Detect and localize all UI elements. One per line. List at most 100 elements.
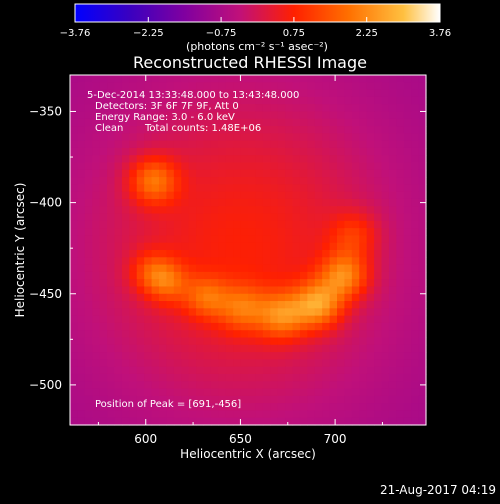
heatmap-cell: [285, 388, 294, 397]
heatmap-cell: [262, 395, 271, 404]
heatmap-cell: [166, 104, 175, 113]
heatmap-cell: [151, 184, 160, 193]
heatmap-cell: [144, 111, 153, 120]
heatmap-cell: [84, 169, 93, 178]
heatmap-cell: [388, 126, 397, 134]
heatmap-cell: [129, 235, 138, 244]
heatmap-cell: [129, 410, 138, 419]
heatmap-cell: [196, 410, 205, 419]
heatmap-cell: [129, 162, 138, 171]
heatmap-cell: [203, 366, 212, 375]
heatmap-cell: [359, 242, 368, 251]
heatmap-cell: [403, 315, 412, 324]
heatmap-cell: [70, 75, 79, 83]
heatmap-cell: [99, 279, 108, 288]
heatmap-cell: [359, 213, 368, 222]
heatmap-cell: [388, 286, 397, 295]
heatmap-cell: [366, 344, 375, 353]
heatmap-cell: [107, 293, 116, 302]
heatmap-cell: [107, 286, 116, 295]
heatmap-cell: [121, 184, 130, 193]
heatmap-cell: [181, 126, 190, 134]
heatmap-cell: [210, 337, 219, 346]
heatmap-cell: [403, 381, 412, 390]
heatmap-cell: [77, 279, 86, 288]
heatmap-cell: [366, 330, 375, 339]
heatmap-cell: [411, 213, 420, 222]
heatmap-cell: [129, 315, 138, 324]
heatmap-cell: [329, 395, 338, 404]
heatmap-cell: [366, 126, 375, 134]
heatmap-cell: [329, 118, 338, 127]
heatmap-cell: [359, 177, 368, 185]
heatmap-cell: [218, 133, 227, 142]
heatmap-cell: [129, 242, 138, 251]
heatmap-cell: [225, 184, 234, 193]
heatmap-cell: [248, 140, 257, 149]
heatmap-cell: [322, 235, 331, 244]
heatmap-cell: [292, 133, 301, 142]
heatmap-cell: [418, 206, 427, 215]
heatmap-cell: [396, 133, 405, 142]
heatmap-cell: [292, 169, 301, 178]
heatmap-cell: [70, 169, 79, 178]
heatmap-cell: [322, 301, 331, 309]
heatmap-cell: [344, 206, 353, 215]
heatmap-cell: [196, 155, 205, 164]
heatmap-cell: [255, 359, 264, 368]
heatmap-cell: [411, 257, 420, 266]
heatmap-cell: [70, 359, 79, 368]
heatmap-cell: [129, 395, 138, 404]
heatmap-cell: [381, 177, 390, 185]
heatmap-cell: [292, 359, 301, 368]
heatmap-cell: [173, 198, 182, 207]
heatmap-cell: [181, 271, 190, 280]
heatmap-cell: [292, 366, 301, 375]
heatmap-cell: [218, 330, 227, 339]
heatmap-cell: [77, 75, 86, 83]
heatmap-cell: [233, 206, 242, 215]
heatmap-cell: [121, 395, 130, 404]
heatmap-cell: [418, 155, 427, 164]
heatmap-cell: [203, 330, 212, 339]
heatmap-cell: [277, 250, 286, 258]
heatmap-cell: [381, 417, 390, 426]
heatmap-cell: [359, 147, 368, 156]
heatmap-cell: [403, 155, 412, 164]
heatmap-cell: [262, 271, 271, 280]
heatmap-cell: [188, 111, 197, 120]
heatmap-cell: [151, 373, 160, 382]
heatmap-cell: [121, 417, 130, 426]
heatmap-cell: [366, 133, 375, 142]
heatmap-cell: [240, 417, 249, 426]
heatmap-cell: [173, 140, 182, 149]
heatmap-cell: [262, 293, 271, 302]
heatmap-cell: [114, 147, 123, 156]
heatmap-cell: [114, 169, 123, 178]
heatmap-cell: [121, 337, 130, 346]
heatmap-cell: [107, 126, 116, 134]
heatmap-cell: [70, 286, 79, 295]
heatmap-cell: [173, 359, 182, 368]
heatmap-cell: [159, 220, 168, 229]
heatmap-cell: [262, 417, 271, 426]
heatmap-cell: [181, 359, 190, 368]
heatmap-cell: [70, 279, 79, 288]
heatmap-cell: [240, 279, 249, 288]
heatmap-cell: [322, 388, 331, 397]
heatmap-cell: [218, 308, 227, 317]
heatmap-cell: [218, 388, 227, 397]
heatmap-cell: [107, 147, 116, 156]
heatmap-cell: [210, 82, 219, 91]
heatmap-cell: [136, 417, 145, 426]
heatmap-cell: [359, 228, 368, 237]
heatmap-cell: [351, 133, 360, 142]
heatmap-cell: [144, 162, 153, 171]
heatmap-cell: [262, 359, 271, 368]
heatmap-cell: [114, 322, 123, 331]
heatmap-cell: [114, 410, 123, 419]
heatmap-cell: [292, 213, 301, 222]
heatmap-cell: [277, 235, 286, 244]
heatmap-cell: [418, 344, 427, 353]
heatmap-cell: [181, 198, 190, 207]
